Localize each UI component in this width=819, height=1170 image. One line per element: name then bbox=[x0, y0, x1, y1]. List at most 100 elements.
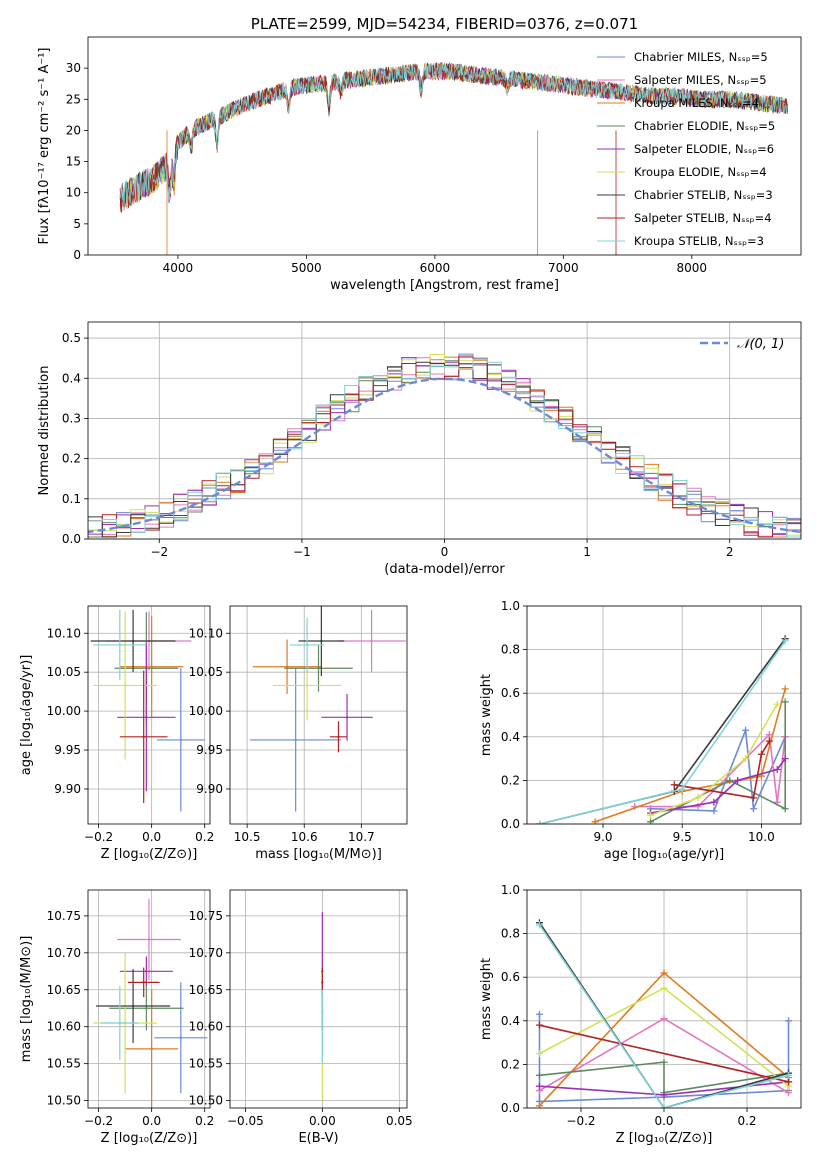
data-point bbox=[145, 716, 148, 719]
plus-marker bbox=[781, 805, 789, 813]
plus-marker bbox=[757, 750, 765, 758]
plus-marker bbox=[678, 785, 686, 793]
data-point bbox=[345, 716, 349, 719]
plus-marker bbox=[710, 798, 718, 806]
gridlines bbox=[230, 606, 407, 824]
plus-marker bbox=[535, 1082, 543, 1090]
plus-marker bbox=[749, 805, 757, 813]
y-tick-label: 9.90 bbox=[196, 782, 223, 796]
axis-ticks: −0.2 0.0 0.2 10.50 10.55 10.60 10.65 10.70 10.75 bbox=[47, 909, 215, 1128]
axis-ticks: −0.2 0.0 0.2 9.90 9.95 10.00 10.05 10.10 bbox=[47, 626, 215, 844]
axis-ticks: 10.5 10.6 10.7 9.90 9.95 10.00 10.05 10.10 bbox=[189, 626, 375, 844]
legend-entry: Salpeter ELODIE, Nₛₛₚ=6 bbox=[634, 142, 774, 156]
x-tick-label: 10.5 bbox=[234, 830, 261, 844]
plot-content bbox=[119, 61, 788, 255]
y-tick-label: 0.4 bbox=[501, 730, 520, 744]
x-tick-label: 6000 bbox=[420, 261, 451, 275]
y-tick-label: 0.6 bbox=[501, 970, 520, 984]
y-tick-label: 10.75 bbox=[189, 909, 223, 923]
data-point bbox=[145, 970, 148, 973]
mass-weight-line bbox=[650, 703, 778, 817]
y-tick-label: 10.00 bbox=[47, 704, 81, 718]
legend-entry: Kroupa MILES, Nₛₛₚ=4 bbox=[634, 96, 759, 110]
data-point bbox=[142, 981, 145, 984]
panel-residuals: −2 −1 0 1 2 0.0 0.1 0.2 0.3 0.4 0.5 (data-model)/er… bbox=[37, 321, 802, 577]
histogram-step bbox=[88, 358, 801, 538]
data-point bbox=[370, 639, 373, 643]
y-tick-label: 9.90 bbox=[54, 782, 81, 796]
x-tick-label: 0.0 bbox=[654, 1114, 673, 1128]
axis-ticks: 9.0 9.5 10.0 0.0 0.2 0.4 0.6 0.8 1.0 bbox=[501, 599, 775, 844]
axes-frame bbox=[526, 605, 802, 825]
legend-entry: Kroupa ELODIE, Nₛₛₚ=4 bbox=[634, 165, 767, 179]
data-point bbox=[131, 1004, 135, 1008]
y-tick-label: 9.95 bbox=[196, 743, 223, 757]
axes-frame bbox=[87, 36, 802, 256]
data-point bbox=[150, 1047, 153, 1051]
legend-entry: Kroupa STELIB, Nₛₛₚ=3 bbox=[634, 234, 764, 248]
y-axis-label: mass weight bbox=[479, 958, 494, 1040]
y-tick-label: 10.10 bbox=[47, 626, 81, 640]
x-tick-label: 1 bbox=[583, 545, 591, 559]
x-tick-label: 8000 bbox=[677, 261, 708, 275]
x-tick-label: 10.7 bbox=[348, 830, 375, 844]
x-tick-label: 7000 bbox=[548, 261, 579, 275]
plus-marker bbox=[710, 807, 718, 815]
data-point bbox=[320, 639, 323, 643]
data-point bbox=[321, 1025, 324, 1028]
x-tick-label: 0.2 bbox=[195, 830, 214, 844]
data-point bbox=[179, 738, 183, 742]
plus-marker bbox=[781, 755, 789, 763]
x-tick-label: −2 bbox=[150, 545, 168, 559]
plus-marker bbox=[660, 1104, 668, 1108]
data-point bbox=[305, 643, 309, 647]
plus-marker bbox=[660, 1091, 668, 1099]
y-axis-label: age [log₁₀(age/yr)] bbox=[19, 655, 34, 776]
x-tick-label: 0.2 bbox=[737, 1114, 756, 1128]
panel-mass-weight-vs-age: 9.0 9.5 10.0 0.0 0.2 0.4 0.6 0.8 1.0 age [log₁₀(a… bbox=[479, 599, 802, 862]
y-tick-label: 25 bbox=[66, 92, 81, 106]
x-tick-label: 9.5 bbox=[673, 830, 692, 844]
data-point bbox=[147, 938, 151, 941]
x-tick-label: 0.2 bbox=[195, 1114, 214, 1128]
y-tick-label: 10.65 bbox=[189, 983, 223, 997]
y-tick-label: 0.4 bbox=[501, 1014, 520, 1028]
y-tick-label: 10.05 bbox=[47, 665, 81, 679]
x-tick-label: −0.05 bbox=[227, 1114, 264, 1128]
x-tick-label: 0.0 bbox=[142, 1114, 161, 1128]
plot-content bbox=[536, 635, 789, 824]
x-tick-label: 0.00 bbox=[309, 1114, 336, 1128]
plus-marker bbox=[742, 755, 750, 763]
y-tick-label: 10.70 bbox=[47, 946, 81, 960]
y-tick-label: 15 bbox=[66, 155, 81, 169]
axes-frame bbox=[526, 889, 802, 1109]
plus-marker bbox=[647, 811, 655, 819]
x-tick-label: 4000 bbox=[163, 261, 194, 275]
x-tick-label: 2 bbox=[726, 545, 734, 559]
y-tick-label: 10.50 bbox=[47, 1094, 81, 1108]
x-axis-label: age [log₁₀(age/yr)] bbox=[604, 847, 725, 862]
x-axis-label: (data-model)/error bbox=[384, 562, 505, 577]
x-tick-label: 0.0 bbox=[142, 830, 161, 844]
y-tick-label: 0.0 bbox=[501, 817, 520, 831]
plot-content bbox=[88, 353, 801, 538]
plus-marker bbox=[660, 1058, 668, 1066]
spectrum-line bbox=[119, 62, 788, 210]
data-point bbox=[118, 643, 122, 647]
x-tick-label: −1 bbox=[293, 545, 311, 559]
plus-marker bbox=[535, 1050, 543, 1057]
y-tick-label: 0.0 bbox=[62, 532, 81, 546]
plus-marker bbox=[773, 766, 781, 773]
plus-marker bbox=[734, 776, 742, 784]
y-tick-label: 10.55 bbox=[47, 1057, 81, 1071]
mass-weight-line bbox=[674, 740, 770, 799]
chart-title: PLATE=2599, MJD=54234, FIBERID=0376, z=0… bbox=[251, 15, 638, 33]
axis-ticks: −2 −1 0 1 2 0.0 0.1 0.2 0.3 0.4 0.5 bbox=[62, 331, 734, 559]
y-tick-label: 0.2 bbox=[62, 452, 81, 466]
y-tick-label: 10.50 bbox=[189, 1094, 223, 1108]
plus-marker bbox=[781, 698, 789, 706]
mass-weight-line bbox=[538, 924, 789, 1108]
x-tick-label: −0.2 bbox=[566, 1114, 595, 1128]
axes-frame bbox=[229, 605, 408, 825]
plus-marker bbox=[660, 969, 668, 977]
